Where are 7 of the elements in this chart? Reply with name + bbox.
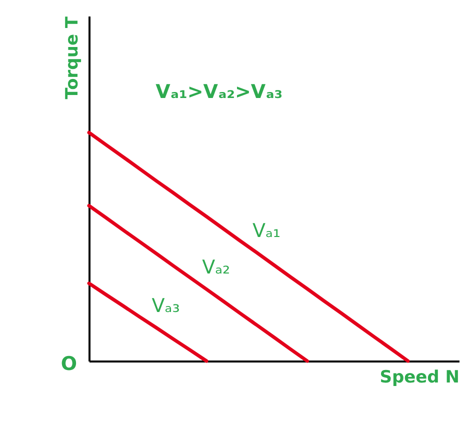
text: O bbox=[60, 353, 77, 375]
series-label: Vₐ₁ bbox=[252, 220, 281, 242]
y-axis-title: Torque T bbox=[62, 16, 82, 100]
x-axis-title: Speed N bbox=[380, 368, 460, 388]
text: Vₐ₁>Vₐ₂>Vₐ₃ bbox=[156, 80, 283, 103]
series-label: Vₐ₂ bbox=[202, 256, 230, 278]
series-label: Vₐ₃ bbox=[152, 295, 180, 318]
